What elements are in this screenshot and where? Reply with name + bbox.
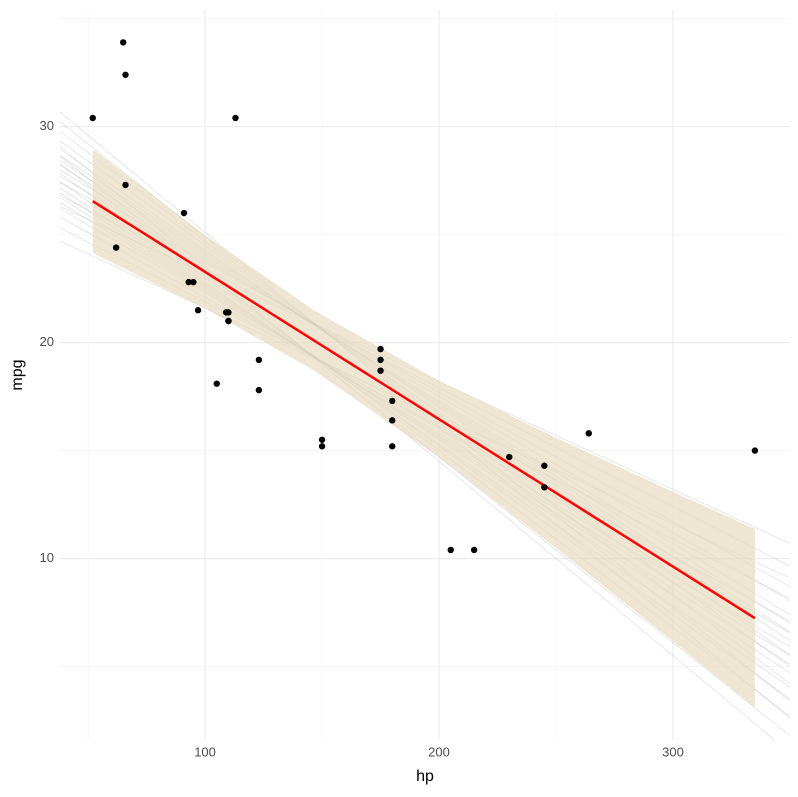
point bbox=[389, 443, 396, 450]
point bbox=[255, 386, 263, 394]
point bbox=[180, 209, 188, 217]
point bbox=[119, 39, 127, 46]
point bbox=[222, 309, 230, 316]
point bbox=[585, 430, 592, 437]
x-tick-label: 100 bbox=[194, 744, 216, 759]
point bbox=[122, 181, 129, 189]
point bbox=[541, 484, 548, 491]
fit-line bbox=[92, 200, 756, 620]
point bbox=[389, 397, 396, 405]
point bbox=[377, 367, 384, 374]
x-tick-label: 200 bbox=[428, 744, 450, 759]
y-axis-label: mpg bbox=[9, 359, 26, 390]
point bbox=[377, 356, 384, 364]
point bbox=[213, 380, 220, 387]
point bbox=[751, 447, 759, 454]
point bbox=[89, 114, 96, 122]
point bbox=[225, 317, 232, 325]
point bbox=[122, 71, 129, 78]
point bbox=[389, 417, 396, 424]
point bbox=[541, 462, 548, 469]
y-tick-label: 20 bbox=[40, 334, 54, 349]
x-tick-label: 300 bbox=[662, 744, 684, 759]
y-tick-label: 10 bbox=[40, 550, 54, 565]
point bbox=[318, 443, 326, 450]
point bbox=[112, 244, 120, 251]
point bbox=[194, 307, 202, 314]
point bbox=[318, 436, 326, 443]
confidence-band bbox=[92, 149, 755, 708]
x-axis-label: hp bbox=[416, 768, 434, 785]
point bbox=[185, 278, 192, 286]
point bbox=[470, 546, 478, 554]
point bbox=[506, 453, 513, 461]
plot-panel bbox=[60, 10, 790, 740]
y-tick-label: 30 bbox=[40, 118, 54, 133]
point bbox=[232, 114, 239, 122]
point bbox=[255, 356, 263, 364]
point bbox=[377, 345, 384, 353]
point bbox=[190, 278, 197, 286]
point bbox=[447, 546, 454, 554]
